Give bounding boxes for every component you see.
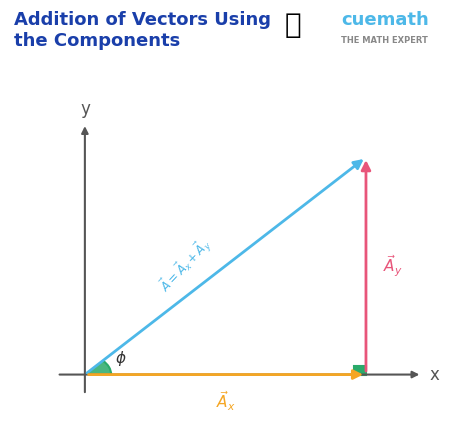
- Text: $\phi$: $\phi$: [115, 349, 127, 368]
- Text: cuemath: cuemath: [341, 11, 429, 29]
- Text: 🚀: 🚀: [284, 11, 301, 38]
- Text: $\vec{A}_y$: $\vec{A}_y$: [383, 253, 402, 279]
- Text: $\vec{A}_x$: $\vec{A}_x$: [216, 390, 235, 413]
- Text: $\vec{A} = \vec{A}_x + \vec{A}_y$: $\vec{A} = \vec{A}_x + \vec{A}_y$: [156, 235, 216, 297]
- Text: x: x: [430, 365, 439, 384]
- Wedge shape: [85, 361, 111, 375]
- Polygon shape: [354, 366, 366, 375]
- Text: THE MATH EXPERT: THE MATH EXPERT: [341, 36, 428, 45]
- Text: y: y: [80, 100, 90, 118]
- Text: the Components: the Components: [14, 32, 181, 50]
- Text: Addition of Vectors Using: Addition of Vectors Using: [14, 11, 271, 29]
